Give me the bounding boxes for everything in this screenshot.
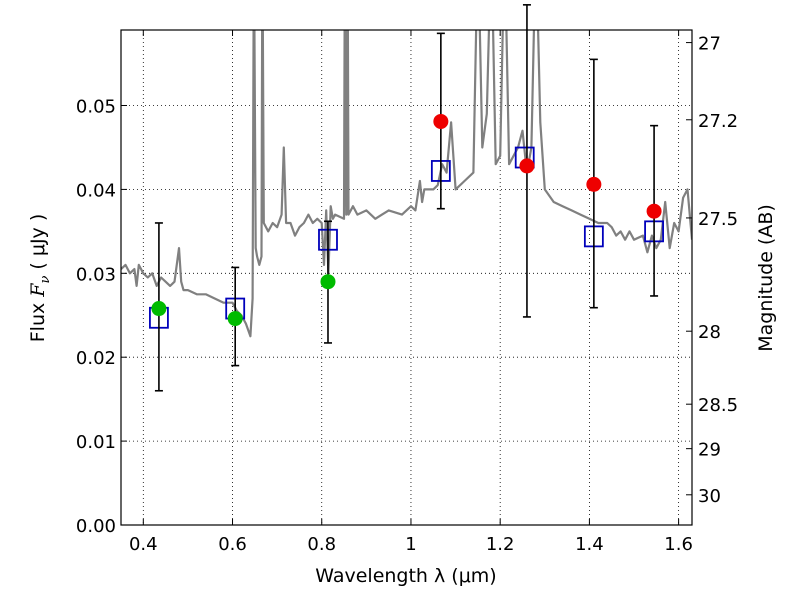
observed-point-green [151, 301, 167, 317]
y2-tick-label: 28.5 [698, 395, 738, 416]
y2-tick-label: 30 [698, 486, 721, 507]
x-tick-label: 0.4 [129, 534, 158, 555]
y-tick-label: 0.01 [76, 432, 116, 453]
spectrum-line [121, 30, 692, 338]
observed-point-red [586, 176, 602, 192]
observed-point-red [519, 158, 535, 174]
y2-tick-label: 27.2 [698, 111, 738, 132]
y2-tick-label: 27 [698, 34, 721, 55]
y-tick-label: 0.02 [76, 348, 116, 369]
x-tick-label: 0.8 [307, 534, 336, 555]
x-tick-label: 1 [405, 534, 416, 555]
y-tick-label: 0.04 [76, 180, 116, 201]
observed-point-red [646, 203, 662, 219]
y-tick-label: 0.00 [76, 516, 116, 537]
y2-tick-label: 28 [698, 322, 721, 343]
x-tick-label: 1.4 [575, 534, 604, 555]
axes: 0.4 0.6 0.8 1 1.2 1.4 1.6 0.00 0.01 0.02 0.03 0.04 0… [76, 30, 738, 555]
observed-point-red [433, 113, 449, 129]
y2-tick-label: 27.5 [698, 209, 738, 230]
x-tick-label: 1.6 [664, 534, 693, 555]
y-tick-label: 0.03 [76, 264, 116, 285]
plot-frame [120, 29, 693, 526]
y2-tick-label: 29 [698, 440, 721, 461]
error-bars [151, 4, 662, 392]
y2-axis-label: Magnitude (AB) [755, 204, 777, 352]
plot-area [121, 30, 692, 338]
y-axis-label: Flux Fν ( μJy ) [27, 214, 53, 343]
observed-point-green [320, 274, 336, 290]
x-tick-label: 1.2 [486, 534, 515, 555]
observed-point-green [227, 311, 243, 327]
y-tick-label: 0.05 [76, 97, 116, 118]
x-tick-label: 0.6 [218, 534, 247, 555]
grid [121, 30, 692, 525]
x-axis-label: Wavelength λ (μm) [315, 565, 496, 587]
